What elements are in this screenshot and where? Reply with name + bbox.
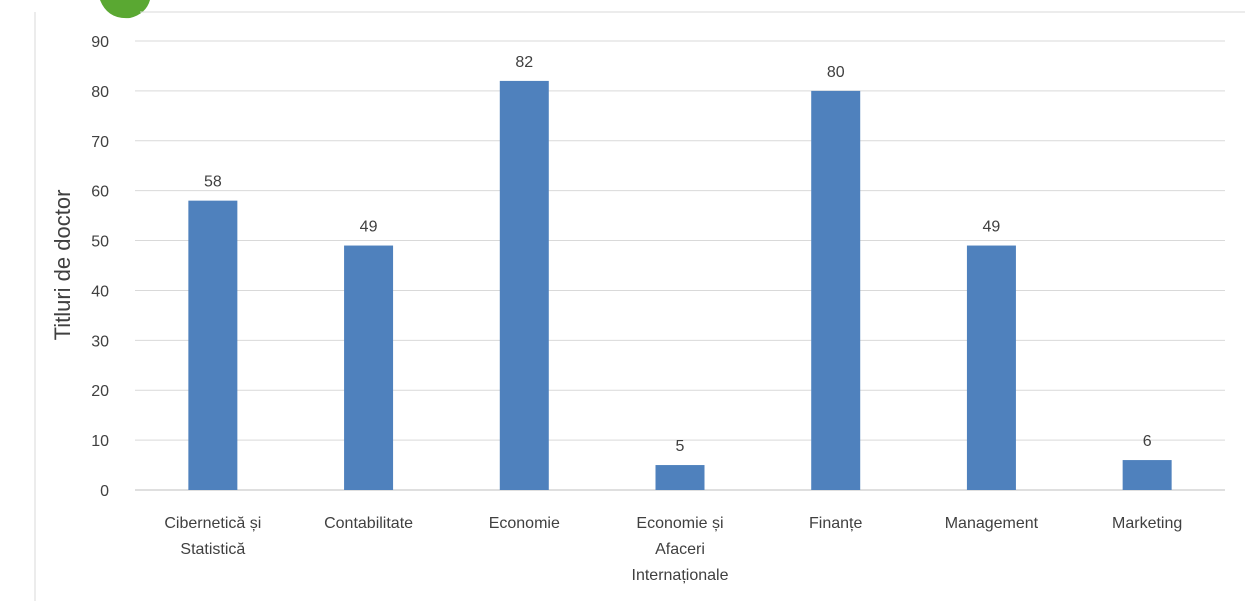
x-category-label: Economie și — [636, 515, 723, 532]
y-axis-ticks: 0 10 20 30 40 50 60 70 80 90 — [91, 34, 109, 500]
x-category-label: Contabilitate — [324, 515, 413, 532]
y-tick-label: 50 — [91, 234, 109, 251]
data-label: 49 — [360, 219, 378, 236]
x-axis-categories: Cibernetică și Statistică Contabilitate Eco… — [164, 515, 1182, 584]
data-label: 82 — [515, 54, 533, 71]
bar — [1122, 460, 1172, 490]
bar — [811, 90, 861, 490]
y-tick-label: 30 — [91, 333, 109, 350]
x-category-label: Finanțe — [809, 515, 862, 532]
bar — [966, 245, 1016, 490]
data-label: 6 — [1143, 433, 1152, 450]
x-category-label: Statistică — [180, 541, 245, 558]
y-tick-label: 20 — [91, 383, 109, 400]
x-category-label: Internaționale — [632, 567, 729, 584]
data-labels: 58 49 82 5 80 49 6 — [204, 54, 1152, 455]
x-category-label: Management — [945, 515, 1039, 532]
x-category-label: Economie — [489, 515, 560, 532]
y-tick-label: 60 — [91, 184, 109, 201]
data-label: 49 — [983, 219, 1001, 236]
gridlines — [135, 40, 1225, 491]
bar — [655, 465, 705, 490]
y-tick-label: 70 — [91, 134, 109, 151]
data-label: 5 — [676, 438, 685, 455]
data-label: 58 — [204, 174, 222, 191]
data-label: 80 — [827, 64, 845, 81]
x-category-label: Afaceri — [655, 541, 705, 558]
bar — [188, 200, 238, 490]
bar — [499, 80, 549, 491]
x-category-label: Cibernetică și — [164, 515, 261, 532]
y-tick-label: 10 — [91, 433, 109, 450]
green-leaf-logo-icon — [100, 0, 150, 19]
bars — [188, 80, 1172, 491]
y-tick-label: 0 — [100, 483, 109, 500]
y-tick-label: 40 — [91, 283, 109, 300]
y-tick-label: 90 — [91, 34, 109, 51]
bar — [344, 245, 394, 490]
y-axis-title: Titluri de doctor — [50, 190, 75, 341]
x-category-label: Marketing — [1112, 515, 1182, 532]
y-tick-label: 80 — [91, 84, 109, 101]
